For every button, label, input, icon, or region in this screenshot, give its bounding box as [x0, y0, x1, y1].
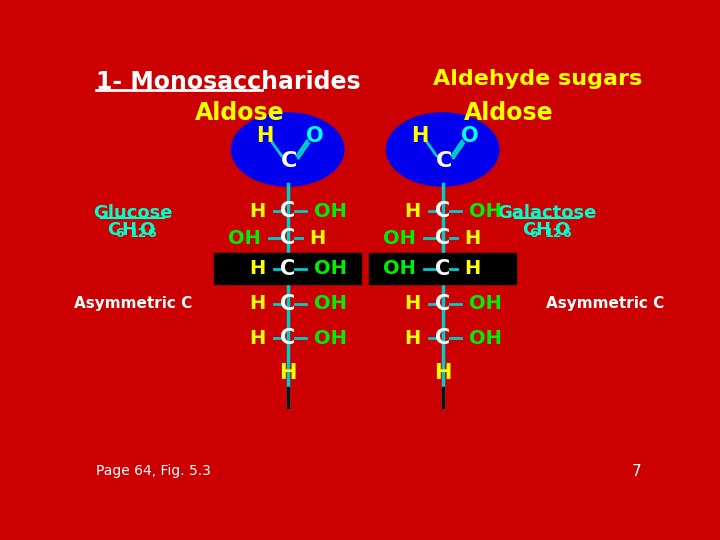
Text: H: H — [121, 221, 136, 239]
Text: O: O — [306, 126, 323, 146]
Text: C: C — [280, 201, 295, 221]
Text: O: O — [461, 126, 479, 146]
Text: OH: OH — [314, 259, 347, 278]
Text: OH: OH — [228, 228, 261, 247]
Text: OH: OH — [314, 201, 347, 221]
Text: C: C — [436, 151, 452, 171]
Text: Page 64, Fig. 5.3: Page 64, Fig. 5.3 — [96, 464, 211, 478]
Text: 6: 6 — [562, 227, 571, 240]
Text: C: C — [281, 151, 297, 171]
Text: H: H — [464, 228, 480, 247]
Text: H: H — [464, 259, 480, 278]
Text: C: C — [435, 294, 450, 314]
Text: H: H — [410, 126, 428, 146]
Text: 6: 6 — [148, 227, 156, 240]
Text: H: H — [434, 363, 451, 383]
Text: H: H — [536, 221, 551, 239]
Text: 6: 6 — [114, 227, 123, 240]
Text: C: C — [435, 328, 450, 348]
Bar — [214, 253, 361, 284]
Text: H: H — [250, 329, 266, 348]
Text: H: H — [250, 259, 266, 278]
Text: Asymmetric C: Asymmetric C — [73, 296, 192, 311]
Text: Asymmetric C: Asymmetric C — [546, 296, 665, 311]
Text: C: C — [435, 228, 450, 248]
Text: 7: 7 — [632, 464, 642, 479]
Text: C: C — [107, 221, 120, 239]
Text: 1- Monosaccharides: 1- Monosaccharides — [96, 70, 361, 94]
Text: O: O — [554, 221, 570, 239]
Text: C: C — [280, 228, 295, 248]
Text: H: H — [250, 294, 266, 313]
Text: Glucose: Glucose — [93, 204, 172, 221]
Text: 12: 12 — [130, 227, 147, 240]
Ellipse shape — [387, 113, 499, 186]
Text: OH: OH — [384, 259, 416, 278]
Text: 12: 12 — [544, 227, 562, 240]
Text: C: C — [522, 221, 535, 239]
Text: O: O — [140, 221, 155, 239]
Text: H: H — [256, 126, 273, 146]
Text: H: H — [405, 329, 421, 348]
Text: OH: OH — [469, 294, 502, 313]
Text: C: C — [280, 328, 295, 348]
Ellipse shape — [231, 113, 344, 186]
Text: H: H — [250, 201, 266, 221]
Text: C: C — [435, 259, 450, 279]
Text: 6: 6 — [529, 227, 538, 240]
Text: C: C — [280, 294, 295, 314]
Text: H: H — [279, 363, 297, 383]
Text: H: H — [310, 228, 325, 247]
Text: Galactose: Galactose — [498, 204, 597, 221]
Text: Aldose: Aldose — [195, 102, 284, 125]
Text: C: C — [280, 259, 295, 279]
Text: OH: OH — [314, 294, 347, 313]
Text: OH: OH — [469, 329, 502, 348]
Text: OH: OH — [469, 201, 502, 221]
Text: Aldehyde sugars: Aldehyde sugars — [433, 69, 642, 89]
Text: H: H — [405, 294, 421, 313]
Text: OH: OH — [314, 329, 347, 348]
Text: Aldose: Aldose — [464, 102, 553, 125]
Text: C: C — [435, 201, 450, 221]
Text: OH: OH — [384, 228, 416, 247]
Bar — [369, 253, 516, 284]
Text: H: H — [405, 201, 421, 221]
